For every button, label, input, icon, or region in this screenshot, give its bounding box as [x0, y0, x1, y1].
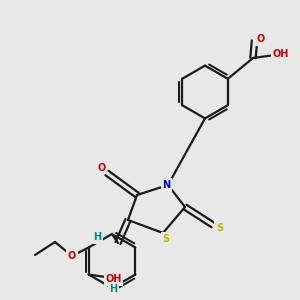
Text: OH: OH — [273, 49, 289, 59]
Text: N: N — [162, 180, 171, 190]
Text: S: S — [162, 234, 169, 244]
Text: H: H — [110, 284, 118, 294]
Text: O: O — [68, 251, 76, 261]
Text: O: O — [257, 34, 265, 44]
Text: OH: OH — [105, 274, 122, 284]
Text: H: H — [93, 232, 101, 242]
Text: O: O — [98, 163, 106, 172]
Text: S: S — [216, 223, 223, 233]
